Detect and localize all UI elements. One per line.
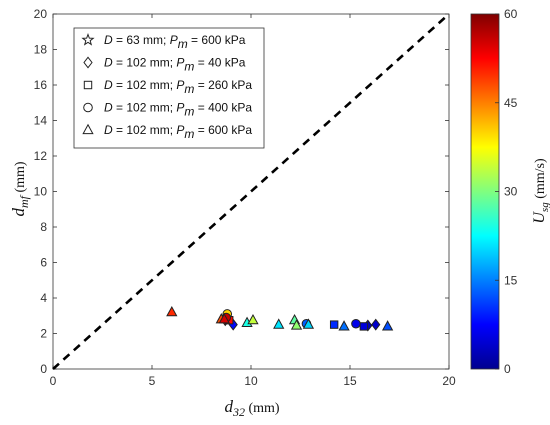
y-tick-label: 12 (34, 149, 48, 163)
legend-p-value: = 600 kPa (188, 33, 246, 47)
legend-square-marker (83, 80, 93, 90)
x-axis-label-sub: 32 (232, 405, 245, 419)
legend-d-value: = 102 mm; (113, 56, 177, 70)
legend-p-subscript: m (184, 82, 194, 96)
legend-d-symbol: D (104, 123, 113, 137)
legend-circle-marker (83, 102, 93, 113)
triangle-point (247, 313, 259, 325)
diamond-point (371, 318, 381, 331)
y-tick-label: 10 (34, 185, 48, 199)
legend-d-symbol: D (104, 78, 113, 92)
colorbar (470, 13, 500, 370)
y-tick-label: 16 (34, 78, 48, 92)
square-point (359, 322, 369, 331)
legend-entry-label: D = 102 mm; Pm = 600 kPa (104, 123, 252, 141)
x-tick-label: 5 (149, 374, 156, 388)
triangle-point (338, 320, 350, 331)
legend-d-symbol: D (104, 56, 113, 70)
square-point (329, 320, 339, 329)
x-axis-label-main: d (224, 397, 233, 416)
colorbar-tick-label: 45 (504, 96, 518, 110)
legend-star-marker (81, 33, 95, 46)
legend-d-value: = 63 mm; (113, 33, 170, 47)
y-axis-label-sub: mf (17, 194, 31, 208)
legend-d-symbol: D (104, 101, 113, 115)
legend-d-value: = 102 mm; (113, 101, 177, 115)
y-tick-label: 18 (34, 43, 48, 57)
x-tick-label: 15 (343, 374, 357, 388)
y-tick-label: 20 (34, 7, 48, 21)
legend-p-value: = 40 kPa (194, 56, 245, 70)
legend-p-symbol: P (170, 33, 178, 47)
colorbar-label-unit: (mm/s) (533, 158, 548, 202)
colorbar-tick-label: 30 (504, 185, 518, 199)
legend-p-symbol: P (176, 56, 184, 70)
colorbar-tick-label: 60 (504, 7, 518, 21)
colorbar-label: Usg (mm/s) (531, 158, 550, 224)
y-tick-label: 6 (40, 256, 47, 270)
x-tick-label: 10 (244, 374, 258, 388)
colorbar-ticks: 0 15 30 45 60 (495, 7, 518, 376)
legend-p-symbol: P (176, 78, 184, 92)
data-points (166, 305, 394, 332)
y-axis-label-unit: (mm) (13, 161, 28, 196)
legend-entry-label: D = 102 mm; Pm = 260 kPa (104, 78, 252, 96)
legend-p-value: = 400 kPa (194, 101, 252, 115)
legend-triangle-marker (82, 123, 94, 135)
axis-ticks: 0 5 10 15 20 0 2 4 6 8 10 12 14 16 18 20 (34, 7, 456, 388)
x-tick-label: 20 (442, 374, 456, 388)
colorbar-label-main: U (531, 211, 548, 224)
triangle-point (218, 313, 230, 324)
y-tick-label: 4 (40, 291, 47, 305)
colorbar-tick-label: 15 (504, 273, 518, 287)
legend-p-subscript: m (178, 37, 188, 51)
triangle-point (273, 318, 285, 329)
legend-diamond-marker (83, 56, 93, 69)
legend-p-subscript: m (184, 127, 194, 141)
y-tick-label: 2 (40, 327, 47, 341)
colorbar-tick-label: 0 (504, 362, 511, 376)
y-tick-label: 14 (34, 114, 48, 128)
y-tick-label: 0 (40, 362, 47, 376)
legend-d-value: = 102 mm; (113, 123, 177, 137)
y-tick-label: 8 (40, 220, 47, 234)
legend-p-subscript: m (184, 105, 194, 119)
x-axis-label: d32 (mm) (224, 397, 279, 419)
legend-d-symbol: D (104, 33, 113, 47)
legend-p-value: = 260 kPa (194, 78, 252, 92)
colorbar-label-sub: sg (539, 202, 550, 212)
y-axis-label: dmf (mm) (9, 161, 31, 216)
triangle-point (166, 305, 178, 317)
legend-entry-label: D = 63 mm; Pm = 600 kPa (104, 33, 246, 51)
x-axis-label-unit: (mm) (245, 401, 280, 416)
legend-p-symbol: P (176, 101, 184, 115)
legend-d-value: = 102 mm; (113, 78, 177, 92)
triangle-point (381, 320, 394, 331)
legend-p-value: = 600 kPa (194, 123, 252, 137)
legend-entry-label: D = 102 mm; Pm = 400 kPa (104, 101, 252, 119)
reference-line (52, 13, 450, 370)
svg-text:dmf (mm): dmf (mm) (9, 161, 31, 216)
legend-box (73, 27, 265, 149)
legend-p-symbol: P (176, 123, 184, 137)
circle-point (351, 318, 361, 329)
triangle-point (290, 319, 303, 330)
y-axis-label-main: d (9, 208, 28, 217)
svg-text:Usg (mm/s): Usg (mm/s) (531, 158, 550, 224)
legend-entry-label: D = 102 mm; Pm = 40 kPa (104, 56, 246, 74)
triangle-point (302, 318, 315, 329)
legend-p-subscript: m (184, 60, 194, 74)
x-tick-label: 0 (50, 374, 57, 388)
